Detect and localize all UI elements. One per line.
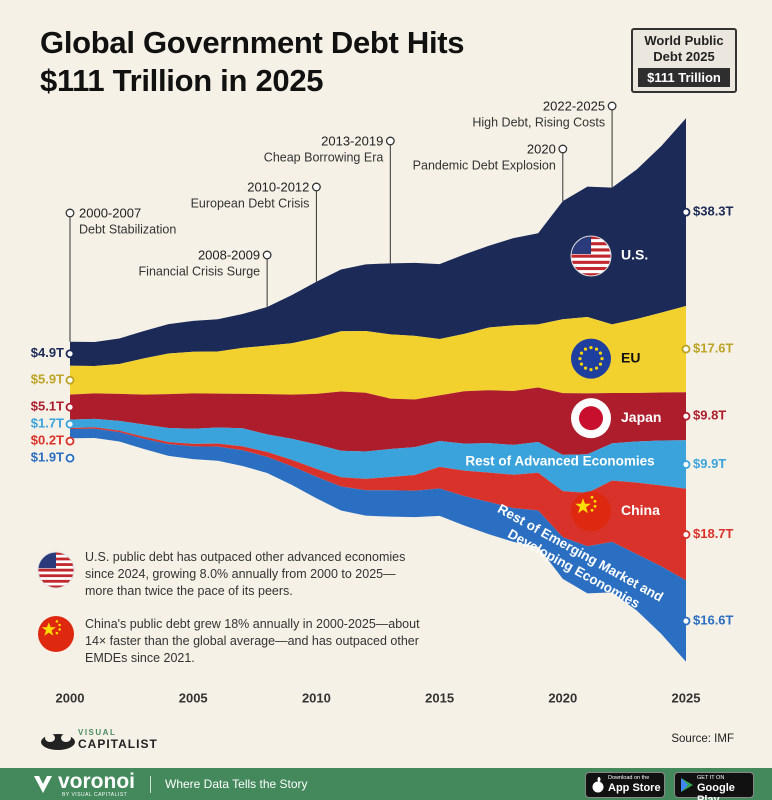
stream-area: [70, 118, 686, 366]
series-label: U.S.: [621, 247, 648, 263]
annotation-label: 2022-2025: [543, 98, 605, 113]
series-label: China: [621, 502, 660, 518]
value-label: $5.1T: [31, 399, 64, 414]
store-big: App Store: [608, 782, 661, 794]
annotation-label: 2010-2012: [247, 179, 309, 194]
flag: [571, 491, 611, 532]
badge-value: $111 Trillion: [638, 68, 730, 87]
annotation-label: 2008-2009: [198, 247, 260, 262]
annotation-text: Cheap Borrowing Era: [264, 150, 384, 164]
x-tick-label: 2000: [56, 690, 85, 705]
x-tick-label: 2005: [179, 690, 208, 705]
flag: [571, 236, 611, 276]
play-icon: [681, 778, 693, 792]
logo-line: VISUAL: [78, 728, 117, 737]
logo-icon: [41, 734, 75, 750]
annotation-text: Debt Stabilization: [79, 222, 176, 236]
end-marker: [681, 460, 691, 469]
annotation-label: 2013-2019: [321, 133, 383, 148]
footer: voronoi BY VISUAL CAPITALIST Where Data …: [0, 768, 772, 800]
apple-icon: [592, 777, 604, 793]
stream-area: [70, 418, 686, 493]
annotation-marker: [65, 208, 75, 218]
store-small: GET IT ON: [697, 775, 725, 781]
value-label: $18.7T: [693, 526, 734, 541]
logo: VISUAL CAPITALIST: [78, 728, 158, 751]
note-flag: [38, 616, 74, 652]
end-marker: [681, 411, 691, 421]
series-label: Japan: [621, 409, 661, 425]
value-label: $5.9T: [31, 372, 64, 387]
value-label: $1.9T: [31, 450, 64, 465]
store-big: Google Play: [697, 782, 735, 800]
x-tick-label: 2020: [548, 690, 577, 705]
annotation-marker: [558, 144, 568, 154]
series-label: Rest of Advanced Economies: [465, 454, 654, 469]
stream-area: [70, 428, 686, 662]
app-store-button[interactable]: Download on the App Store: [585, 772, 665, 798]
tagline: Where Data Tells the Story: [165, 777, 308, 791]
x-tick-label: 2010: [302, 690, 331, 705]
stream-area: [70, 427, 686, 581]
stream-area: [70, 387, 686, 455]
end-marker: [65, 349, 75, 359]
flag: [571, 398, 611, 439]
flag: [571, 338, 611, 379]
annotation-text: Financial Crisis Surge: [139, 264, 261, 278]
value-label: $4.9T: [31, 345, 64, 360]
end-marker: [65, 453, 75, 463]
x-tick-label: 2025: [672, 690, 701, 705]
note-flag: [36, 550, 76, 590]
end-marker: [681, 344, 691, 354]
series-label: EU: [621, 349, 640, 365]
source: Source: IMF: [671, 733, 734, 745]
logo-line: CAPITALIST: [78, 737, 158, 751]
end-marker: [65, 402, 75, 412]
note: China's public debt grew 18% annually in…: [85, 617, 420, 665]
store-small: Download on the: [608, 775, 650, 781]
value-label: $38.3T: [693, 204, 734, 219]
value-label: $9.9T: [693, 456, 726, 471]
annotation-label: 2020: [527, 141, 556, 156]
annotation-label: 2000-2007: [79, 205, 141, 220]
badge: World Public Debt 2025 $111 Trillion: [631, 28, 737, 93]
value-label: $9.8T: [693, 408, 726, 423]
end-marker: [681, 530, 691, 539]
annotation-text: Pandemic Debt Explosion: [413, 158, 556, 172]
brand-icon: [34, 776, 52, 793]
separator: [150, 776, 151, 793]
x-tick-label: 2015: [425, 690, 454, 705]
end-marker: [65, 375, 75, 385]
google-play-button[interactable]: GET IT ON Google Play: [674, 772, 754, 800]
badge-title: World Public Debt 2025: [644, 33, 724, 64]
end-marker: [65, 436, 75, 446]
annotation-marker: [262, 250, 272, 260]
annotation-marker: [311, 182, 321, 192]
brand: voronoi: [58, 770, 135, 793]
value-label: $1.7T: [31, 416, 64, 431]
note: U.S. public debt has outpaced other adva…: [85, 550, 406, 598]
annotation-text: European Debt Crisis: [191, 196, 310, 210]
annotation-marker: [607, 101, 617, 111]
stream-area: [70, 305, 686, 400]
title: Global Government Debt Hits $111 Trillio…: [40, 25, 465, 98]
brand-by: BY VISUAL CAPITALIST: [62, 792, 128, 798]
annotation-marker: [385, 136, 395, 146]
end-marker: [681, 207, 691, 217]
annotation-text: High Debt, Rising Costs: [472, 115, 605, 129]
chart: 2000 2005 2010 2015 2020 2025 $4.9T $5.9T $5.1T $…: [31, 98, 734, 705]
value-label: $16.6T: [693, 612, 734, 627]
end-marker: [65, 419, 75, 429]
end-marker: [681, 616, 691, 626]
value-label: $0.2T: [31, 433, 64, 448]
value-label: $17.6T: [693, 341, 734, 356]
